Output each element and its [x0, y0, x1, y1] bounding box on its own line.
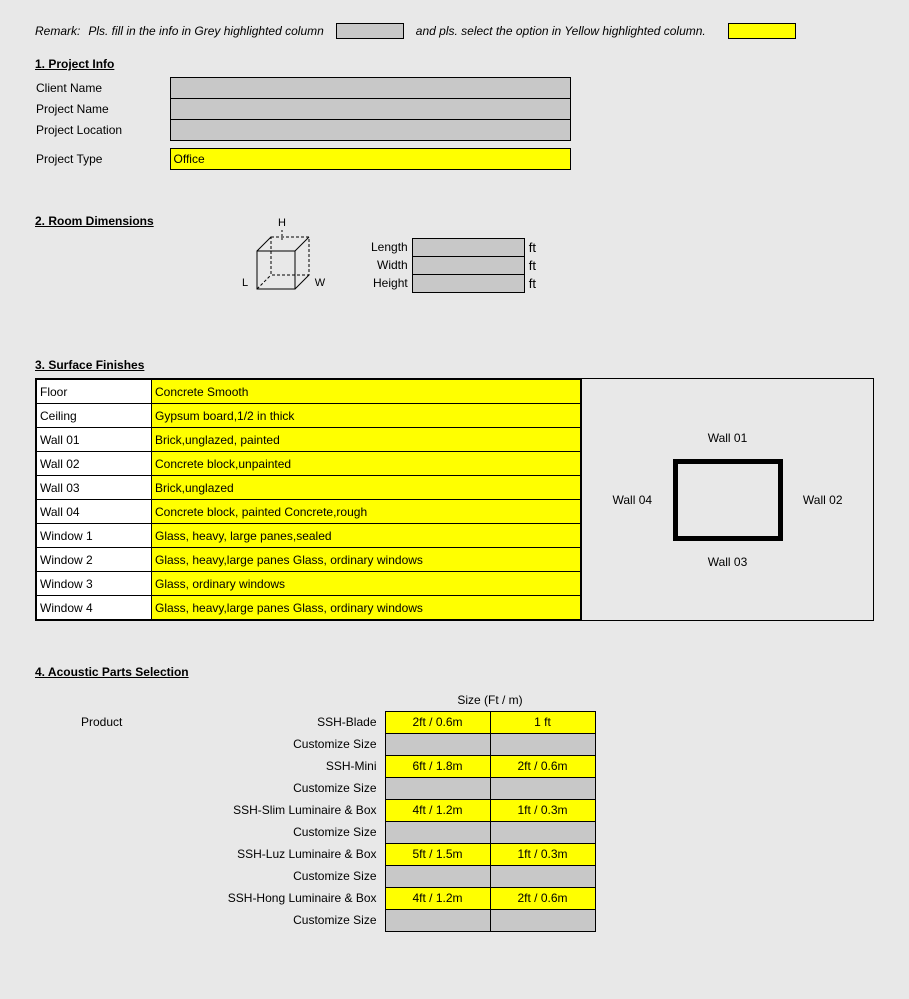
project-name-input[interactable] [170, 99, 570, 120]
product-name: SSH-Hong Luminaire & Box [165, 887, 385, 909]
product-name: SSH-Luz Luminaire & Box [165, 843, 385, 865]
sf-value-select[interactable]: Brick,unglazed, painted [152, 428, 581, 452]
height-unit: ft [524, 274, 537, 292]
remark-prefix: Remark: [35, 24, 80, 38]
size-select-1[interactable]: 4ft / 1.2m [385, 799, 490, 821]
size-input-1[interactable] [385, 777, 490, 799]
size-select-2[interactable]: 2ft / 0.6m [490, 887, 595, 909]
wall-diagram: Wall 01 Wall 02 Wall 03 Wall 04 [581, 379, 873, 620]
sf-value-select[interactable]: Gypsum board,1/2 in thick [152, 404, 581, 428]
sf-value-select[interactable]: Concrete Smooth [152, 380, 581, 404]
wall01-label: Wall 01 [708, 431, 748, 445]
yellow-swatch [728, 23, 796, 39]
room-dim-fields: Length ft Width ft Height ft [370, 238, 537, 293]
sf-label: Ceiling [37, 404, 152, 428]
room-dimensions-wrap: H L W Length ft [35, 216, 874, 314]
size-select-1[interactable]: 5ft / 1.5m [385, 843, 490, 865]
sf-label: Wall 02 [37, 452, 152, 476]
length-label: Length [370, 238, 412, 256]
project-type-value: Office [174, 152, 205, 166]
project-type-label: Project Type [35, 149, 170, 170]
sf-value-select[interactable]: Glass, heavy,large panes Glass, ordinary… [152, 596, 581, 620]
width-unit: ft [524, 256, 537, 274]
height-input[interactable] [412, 274, 524, 292]
surface-finishes-wrap: FloorConcrete SmoothCeilingGypsum board,… [35, 378, 874, 621]
sf-label: Window 2 [37, 548, 152, 572]
remark-text1: Pls. fill in the info in Grey highlighte… [88, 24, 323, 38]
client-name-input[interactable] [170, 78, 570, 99]
sf-value-select[interactable]: Glass, heavy,large panes Glass, ordinary… [152, 548, 581, 572]
sf-value-select[interactable]: Glass, heavy, large panes,sealed [152, 524, 581, 548]
project-location-input[interactable] [170, 120, 570, 141]
sf-label: Wall 03 [37, 476, 152, 500]
surface-finishes-table: FloorConcrete SmoothCeilingGypsum board,… [36, 379, 581, 620]
product-name: SSH-Blade [165, 711, 385, 733]
svg-text:H: H [278, 217, 286, 229]
section1-title: 1. Project Info [35, 57, 874, 71]
width-label: Width [370, 256, 412, 274]
sf-label: Wall 01 [37, 428, 152, 452]
size-select-1[interactable]: 2ft / 0.6m [385, 711, 490, 733]
sf-label: Wall 04 [37, 500, 152, 524]
acoustic-parts-wrap: Size (Ft / m) ProductSSH-Blade2ft / 0.6m… [35, 689, 874, 932]
product-name: Customize Size [165, 733, 385, 755]
client-name-label: Client Name [35, 78, 170, 99]
width-input[interactable] [412, 256, 524, 274]
remark-row: Remark: Pls. fill in the info in Grey hi… [35, 23, 874, 39]
product-name: SSH-Mini [165, 755, 385, 777]
size-select-2[interactable]: 2ft / 0.6m [490, 755, 595, 777]
sf-label: Window 1 [37, 524, 152, 548]
size-select-2[interactable]: 1ft / 0.3m [490, 799, 595, 821]
size-input-2[interactable] [490, 777, 595, 799]
svg-text:L: L [242, 277, 248, 289]
sf-label: Window 3 [37, 572, 152, 596]
project-location-label: Project Location [35, 120, 170, 141]
size-select-2[interactable]: 1ft / 0.3m [490, 843, 595, 865]
wall-box-icon [673, 459, 783, 541]
length-unit: ft [524, 238, 537, 256]
sf-label: Window 4 [37, 596, 152, 620]
wall04-label: Wall 04 [613, 493, 653, 507]
cube-icon: H L W [235, 216, 330, 314]
size-select-1[interactable]: 6ft / 1.8m [385, 755, 490, 777]
project-info-table: Client Name Project Name Project Locatio… [35, 77, 571, 170]
sf-value-select[interactable]: Concrete block, painted Concrete,rough [152, 500, 581, 524]
size-header: Size (Ft / m) [385, 689, 595, 711]
size-input-2[interactable] [490, 821, 595, 843]
height-label: Height [370, 274, 412, 292]
sf-value-select[interactable]: Concrete block,unpainted [152, 452, 581, 476]
size-input-1[interactable] [385, 865, 490, 887]
product-col-label: Product [80, 711, 165, 733]
section3-title: 3. Surface Finishes [35, 358, 874, 372]
product-name: Customize Size [165, 821, 385, 843]
product-name: Customize Size [165, 865, 385, 887]
product-name: Customize Size [165, 777, 385, 799]
acoustic-parts-table: Size (Ft / m) ProductSSH-Blade2ft / 0.6m… [80, 689, 596, 932]
size-input-1[interactable] [385, 733, 490, 755]
project-type-select[interactable]: Office [170, 149, 570, 170]
product-name: Customize Size [165, 909, 385, 931]
wall02-label: Wall 02 [803, 493, 843, 507]
size-input-2[interactable] [490, 733, 595, 755]
size-input-1[interactable] [385, 909, 490, 931]
sf-value-select[interactable]: Brick,unglazed [152, 476, 581, 500]
remark-text2: and pls. select the option in Yellow hig… [416, 24, 706, 38]
size-input-1[interactable] [385, 821, 490, 843]
product-name: SSH-Slim Luminaire & Box [165, 799, 385, 821]
svg-text:W: W [315, 277, 326, 289]
size-select-1[interactable]: 4ft / 1.2m [385, 887, 490, 909]
length-input[interactable] [412, 238, 524, 256]
size-input-2[interactable] [490, 865, 595, 887]
wall03-label: Wall 03 [708, 555, 748, 569]
size-select-2[interactable]: 1 ft [490, 711, 595, 733]
section4-title: 4. Acoustic Parts Selection [35, 665, 874, 679]
size-input-2[interactable] [490, 909, 595, 931]
project-name-label: Project Name [35, 99, 170, 120]
sf-value-select[interactable]: Glass, ordinary windows [152, 572, 581, 596]
grey-swatch [336, 23, 404, 39]
sf-label: Floor [37, 380, 152, 404]
